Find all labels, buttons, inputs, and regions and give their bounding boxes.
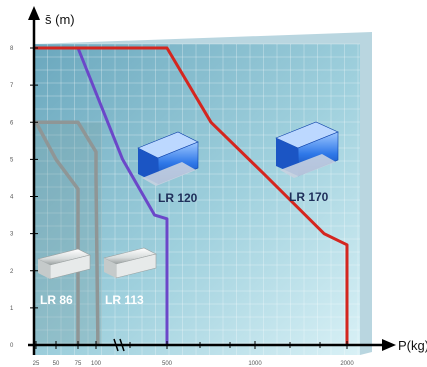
y-tick-label: 7 [10, 83, 14, 89]
roller-cassette-icon [275, 121, 339, 178]
label-lr170: LR 170 [289, 190, 329, 204]
y-axis-title: s̄ (m) [45, 12, 75, 27]
y-tick-label: 6 [10, 120, 14, 126]
axis-break [113, 338, 125, 352]
y-tick-label: 3 [10, 232, 14, 238]
x-tick-label: 100 [91, 361, 102, 367]
y-tick-label: 5 [10, 157, 14, 163]
series-line-lr-113 [34, 120, 100, 345]
y-tick-label: 0 [10, 343, 14, 349]
x-axis-arrow [382, 339, 396, 351]
y-tick-label: 8 [10, 46, 14, 52]
x-tick-label: 50 [53, 361, 60, 367]
x-tick-label: 25 [33, 361, 40, 367]
label-lr86: LR 86 [40, 293, 73, 307]
x-axis-title: P(kg) [398, 338, 427, 353]
y-axis-arrow [28, 6, 40, 20]
roller-rail-icon [103, 247, 157, 279]
y-tick-label: 1 [10, 306, 14, 312]
left-model-bands [34, 122, 102, 345]
label-lr120: LR 120 [158, 191, 198, 205]
x-tick-label: 2000 [340, 361, 354, 367]
roller-rail-icon [37, 248, 91, 280]
y-tick-label: 2 [10, 269, 14, 275]
y-ticks: 0 1 2 3 4 5 6 7 8 [10, 46, 38, 349]
y-tick-label: 4 [10, 195, 14, 201]
x-tick-label: 1000 [248, 361, 262, 367]
x-tick-label: 75 [75, 361, 82, 367]
label-lr113: LR 113 [105, 293, 144, 307]
series-line-lr-170 [34, 46, 349, 345]
x-ticks: 25 50 75 100 500 1000 2000 [33, 341, 354, 367]
roller-cassette-icon [137, 131, 199, 186]
light-model-zone [34, 122, 102, 345]
x-tick-label: 500 [162, 361, 173, 367]
